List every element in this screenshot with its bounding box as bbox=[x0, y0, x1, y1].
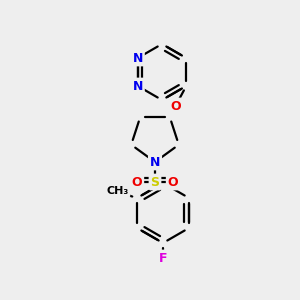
Text: N: N bbox=[133, 52, 143, 64]
Text: O: O bbox=[170, 100, 181, 112]
Text: CH₃: CH₃ bbox=[107, 186, 129, 196]
Text: N: N bbox=[133, 80, 143, 92]
Text: S: S bbox=[151, 176, 160, 188]
Text: O: O bbox=[168, 176, 178, 188]
Text: O: O bbox=[132, 176, 142, 188]
Text: F: F bbox=[159, 251, 167, 265]
Text: N: N bbox=[150, 155, 160, 169]
